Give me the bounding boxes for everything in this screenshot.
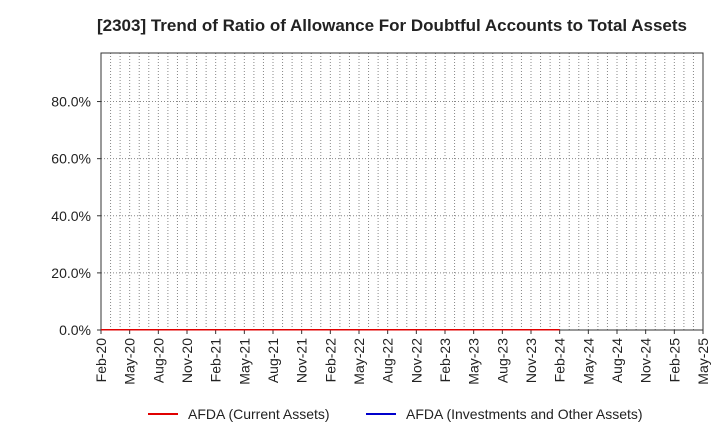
x-tick-label: Feb-23	[437, 338, 453, 383]
x-tick-label: Feb-21	[208, 338, 224, 383]
plot-area	[101, 53, 703, 330]
legend-label-1: AFDA (Current Assets)	[188, 406, 330, 422]
y-tick-label: 40.0%	[51, 208, 91, 224]
x-tick-label: Aug-24	[609, 338, 625, 383]
x-tick-label: May-23	[466, 338, 482, 385]
x-tick-label: Aug-20	[150, 338, 166, 383]
grid-layer	[101, 53, 703, 330]
x-tick-label: May-22	[351, 338, 367, 385]
x-tick-label: May-25	[695, 338, 711, 385]
y-tick-label: 60.0%	[51, 151, 91, 167]
x-tick-label: May-20	[122, 338, 138, 385]
x-tick-label: Feb-25	[666, 338, 682, 383]
legend-label-2: AFDA (Investments and Other Assets)	[406, 406, 643, 422]
x-tick-label: Feb-24	[552, 338, 568, 383]
x-tick-label: Aug-23	[494, 338, 510, 383]
x-tick-label: Nov-22	[408, 338, 424, 383]
x-tick-label: Nov-24	[638, 338, 654, 383]
x-tick-label: Nov-21	[294, 338, 310, 383]
x-tick-label: Feb-22	[322, 338, 338, 383]
x-tick-label: May-21	[236, 338, 252, 385]
x-tick-label: Nov-20	[179, 338, 195, 383]
y-tick-label: 80.0%	[51, 94, 91, 110]
chart-title: [2303] Trend of Ratio of Allowance For D…	[97, 16, 687, 35]
x-tick-label: Aug-22	[380, 338, 396, 383]
y-tick-label: 20.0%	[51, 265, 91, 281]
x-tick-label: May-24	[580, 338, 596, 385]
legend: AFDA (Current Assets) AFDA (Investments a…	[148, 406, 643, 422]
y-tick-label: 0.0%	[59, 322, 91, 338]
x-tick-label: Nov-23	[523, 338, 539, 383]
x-tick-label: Aug-21	[265, 338, 281, 383]
x-tick-label: Feb-20	[93, 338, 109, 383]
